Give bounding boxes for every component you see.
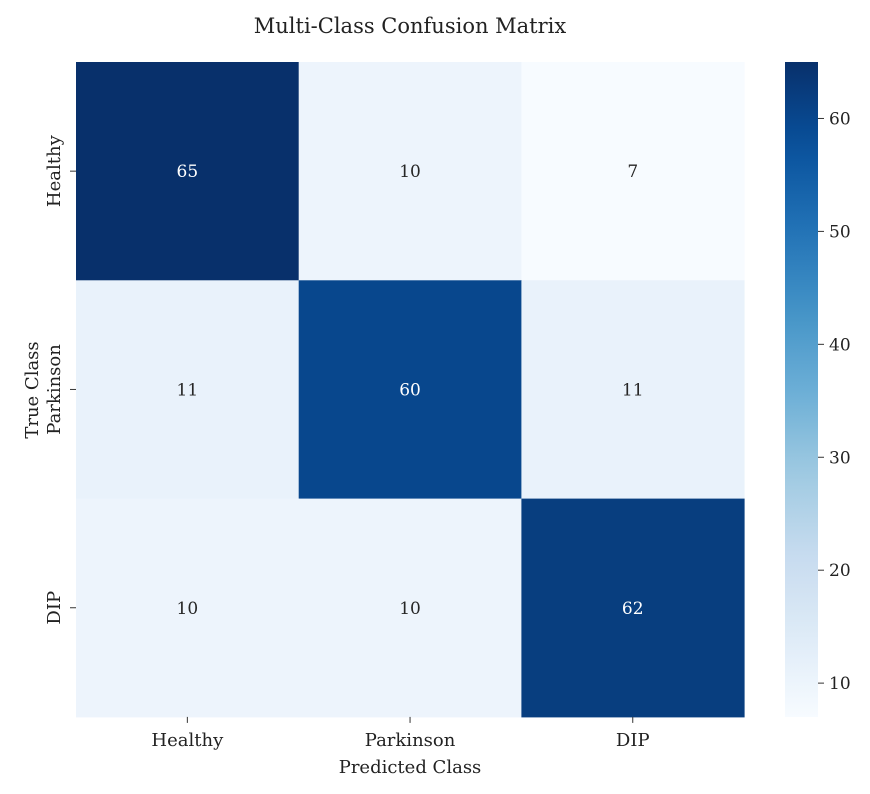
- colorbar-tick-label: 60: [829, 109, 851, 129]
- x-tick-label: Parkinson: [365, 730, 456, 751]
- y-tick-label: Parkinson: [44, 344, 65, 435]
- cell-value-label: 10: [399, 599, 421, 619]
- heatmap-cells: [76, 62, 745, 718]
- x-tick-label: DIP: [616, 730, 650, 751]
- colorbar-gradient: [785, 62, 818, 717]
- cell-value-label: 10: [177, 599, 199, 619]
- heatmap-cell: [76, 498, 300, 718]
- x-tick-label: Healthy: [151, 730, 224, 751]
- heatmap-cell: [298, 498, 522, 718]
- heatmap-cell-labels: 65 10 7 11 60 11 10 10 62: [177, 162, 644, 619]
- colorbar-tick-label: 20: [829, 561, 851, 581]
- cell-value-label: 10: [399, 162, 421, 182]
- cell-value-label: 7: [627, 162, 638, 182]
- heatmap-cell: [76, 280, 300, 500]
- heatmap-cell: [521, 62, 745, 281]
- heatmap-cell: [298, 62, 522, 281]
- chart-title: Multi-Class Confusion Matrix: [254, 14, 567, 38]
- y-axis-label: True Class: [22, 341, 43, 438]
- colorbar: 10 20 30 40 50 60: [785, 62, 851, 717]
- colorbar-tick-label: 50: [829, 222, 851, 242]
- y-axis: Healthy Parkinson DIP: [44, 134, 76, 625]
- cell-value-label: 11: [622, 380, 644, 400]
- colorbar-ticks: 10 20 30 40 50 60: [818, 109, 851, 694]
- heatmap-cell: [521, 280, 745, 500]
- colorbar-tick-label: 40: [829, 335, 851, 355]
- heatmap-cell: [521, 498, 745, 718]
- colorbar-tick-label: 30: [829, 448, 851, 468]
- heatmap-cell: [298, 280, 522, 500]
- cell-value-label: 62: [622, 599, 644, 619]
- y-tick-label: DIP: [44, 591, 65, 625]
- cell-value-label: 60: [399, 380, 421, 400]
- x-axis-label: Predicted Class: [339, 757, 482, 778]
- colorbar-tick-label: 10: [829, 674, 851, 694]
- y-tick-label: Healthy: [44, 134, 65, 207]
- heatmap-cell: [76, 62, 300, 281]
- x-axis: Healthy Parkinson DIP: [151, 716, 650, 751]
- cell-value-label: 65: [177, 162, 199, 182]
- cell-value-label: 11: [177, 380, 199, 400]
